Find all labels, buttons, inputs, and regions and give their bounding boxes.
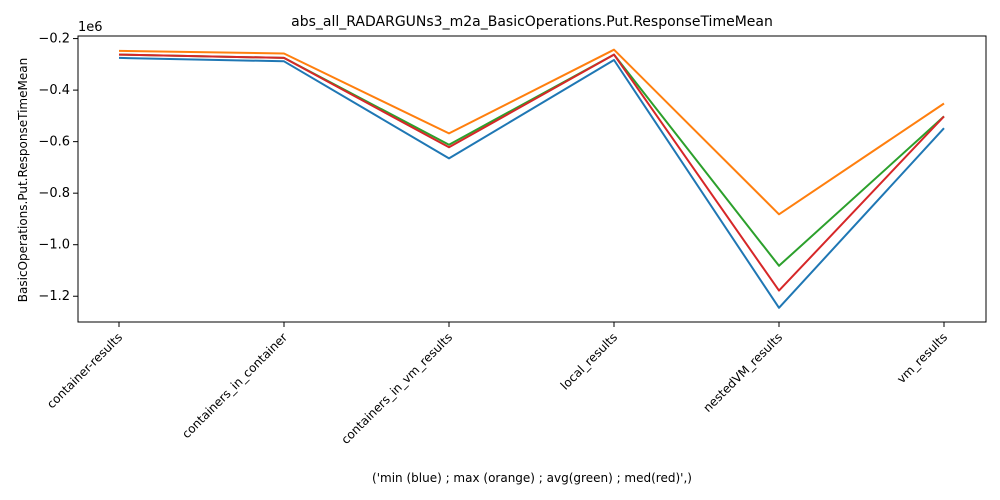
plot-frame xyxy=(77,35,987,323)
series-line-3 xyxy=(118,53,945,292)
series-group xyxy=(118,48,945,309)
y-offset-label: 1e6 xyxy=(78,20,103,35)
series-line-2 xyxy=(118,53,945,267)
x-tick-label: containers_in_container xyxy=(179,330,290,441)
x-tick-label: containers_in_vm_results xyxy=(338,330,455,447)
series-line-1 xyxy=(118,48,945,216)
y-tick-label: −0.8 xyxy=(38,186,70,201)
chart-title: abs_all_RADARGUNs3_m2a_BasicOperations.P… xyxy=(291,14,773,30)
x-tick-label: nestedVM_results xyxy=(700,330,785,415)
x-axis-label: ('min (blue) ; max (orange) ; avg(green)… xyxy=(372,471,692,485)
x-axis-ticks: container-results containers_in_container… xyxy=(44,322,950,447)
x-tick-label: vm_results xyxy=(894,330,950,386)
series-line-0 xyxy=(118,56,945,309)
y-tick-label: −0.2 xyxy=(38,32,70,47)
y-tick-label: −1.2 xyxy=(38,289,70,304)
x-tick-label: local_results xyxy=(558,330,620,392)
plot-area xyxy=(77,35,987,323)
y-axis-label: BasicOperations.Put.ResponseTimeMean xyxy=(16,58,30,302)
y-tick-label: −0.6 xyxy=(38,135,70,150)
y-tick-label: −0.4 xyxy=(38,83,70,98)
y-tick-label: −1.0 xyxy=(38,238,70,253)
y-axis-ticks: −1.2 −1.0 −0.8 −0.6 −0.4 −0.2 xyxy=(38,32,78,304)
x-tick-label: container-results xyxy=(44,330,125,411)
